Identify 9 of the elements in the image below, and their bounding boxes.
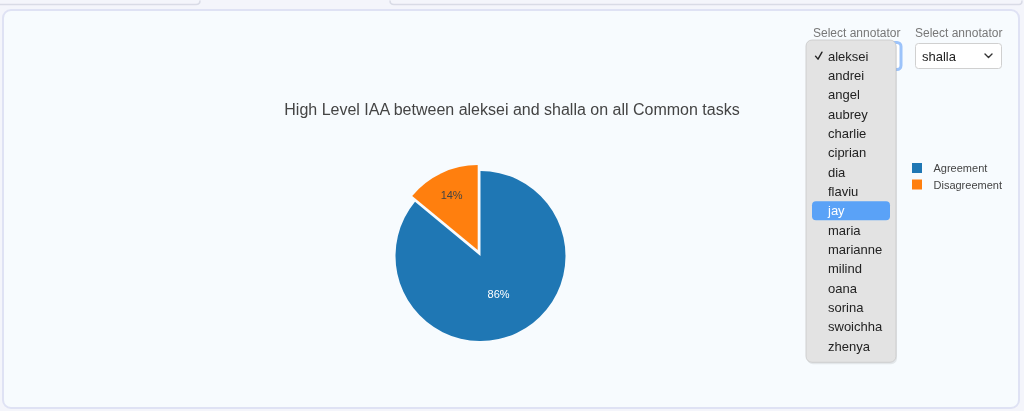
dropdown-menu[interactable]: aleksei andrei angel aubrey charlie ciprian dia flaviu jay maria marianne milind oana sorina swoichha zhenya [805, 39, 897, 365]
text: Select annotator [915, 26, 1003, 40]
text: Select annotator [813, 26, 901, 40]
data-label: 14% [440, 188, 463, 201]
data-label: 86% [487, 288, 510, 301]
annotator-select[interactable]: shalla [915, 43, 1002, 69]
legend-label: Disagreement [933, 178, 1002, 191]
legend-label: Agreement [933, 162, 988, 174]
chart-title: High Level IAA between aleksei and shalla on all Common tasks [284, 100, 740, 118]
